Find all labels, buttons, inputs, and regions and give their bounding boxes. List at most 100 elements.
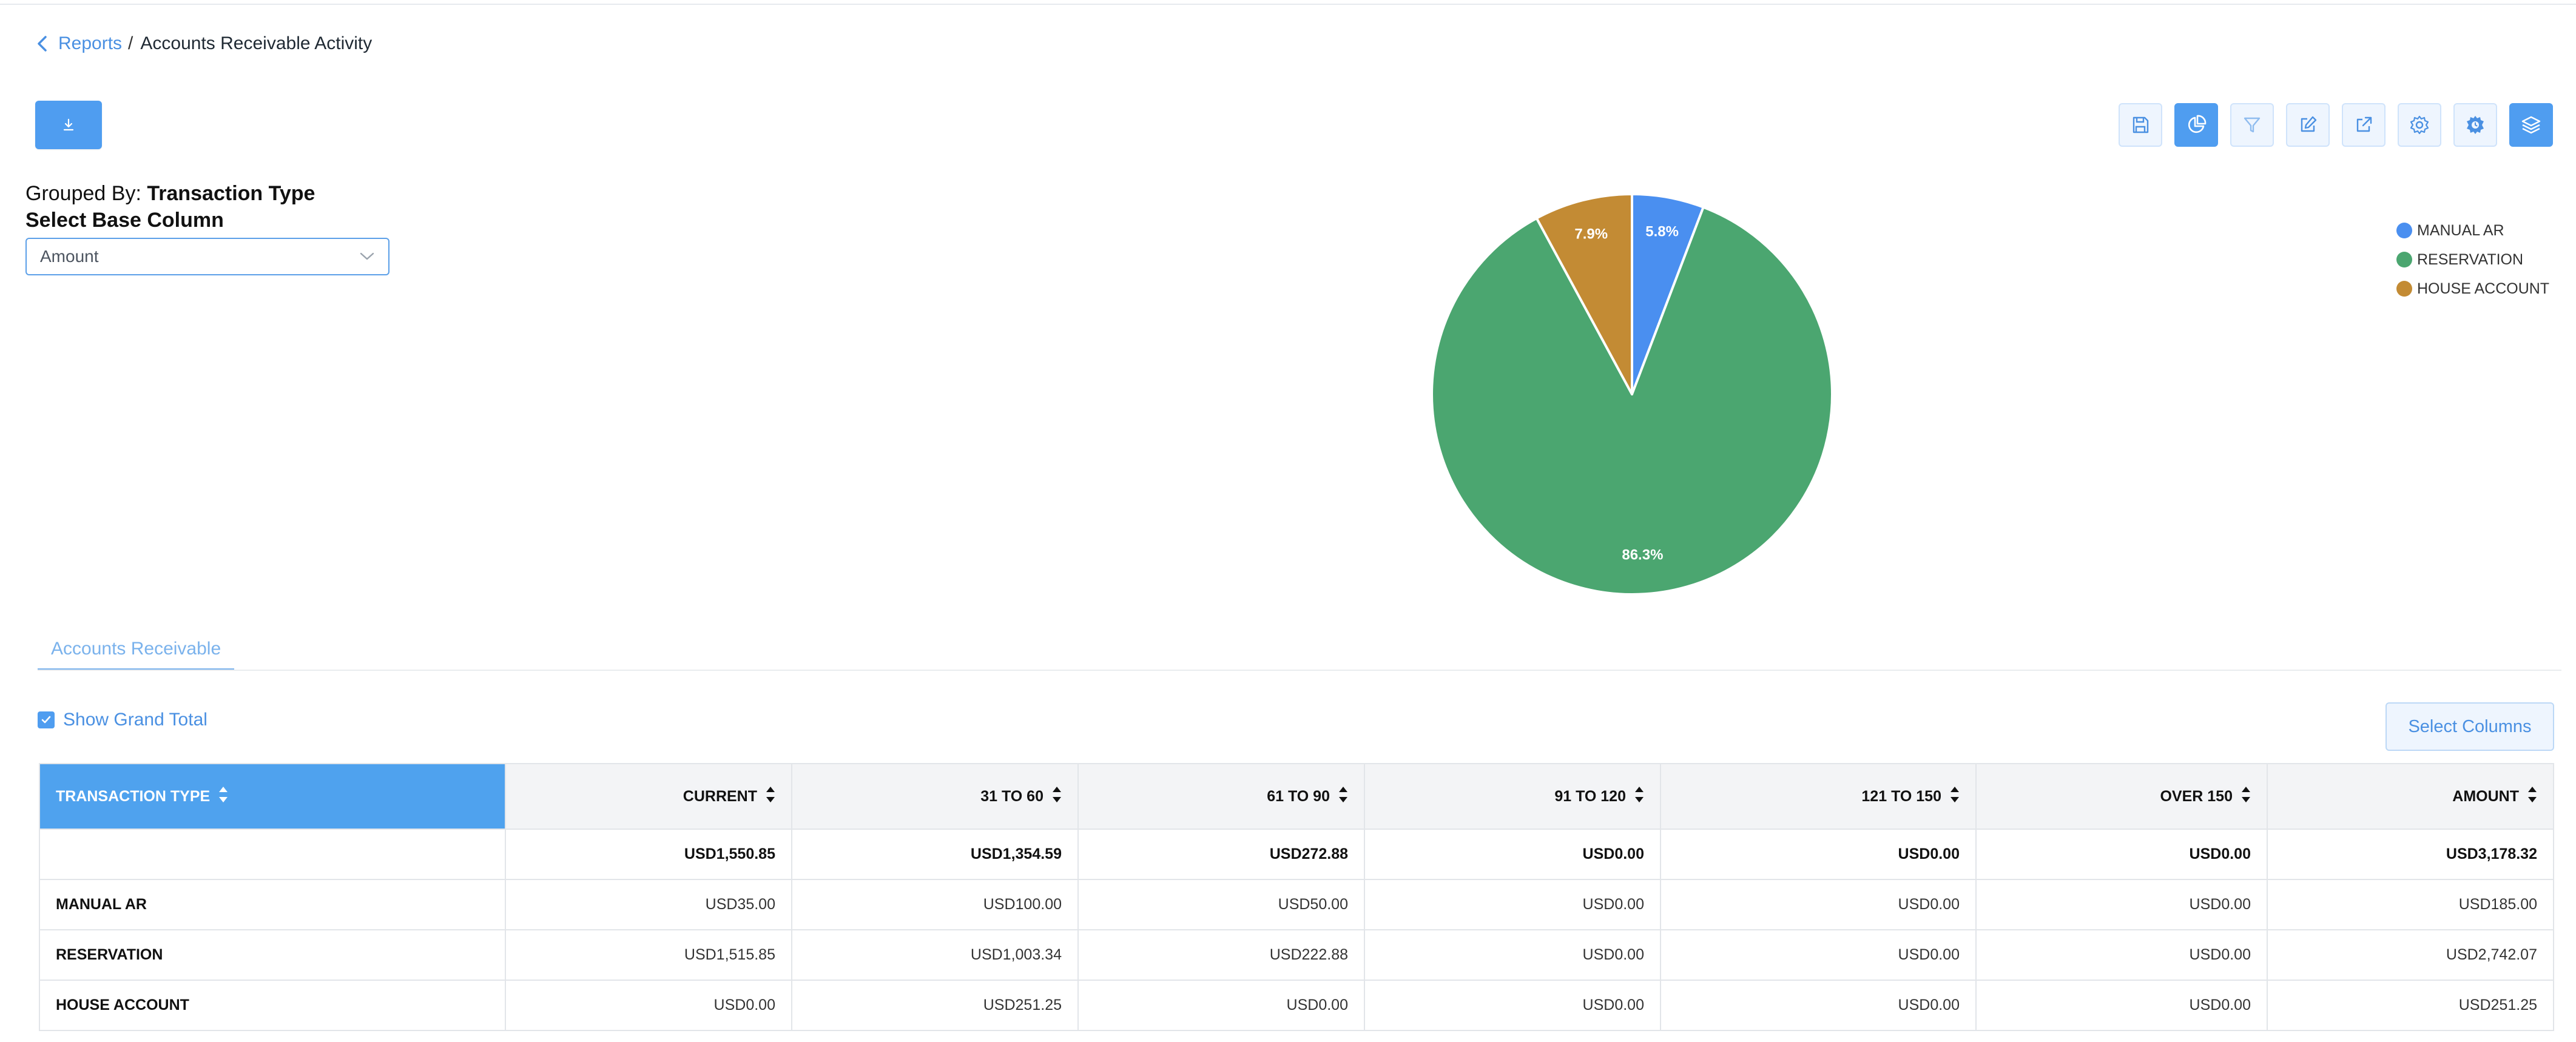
value-cell: USD100.00 [791,879,1079,930]
sort-icon[interactable] [1950,785,1960,808]
value-cell: USD0.00 [1660,829,1977,880]
value-cell: USD1,550.85 [505,829,792,880]
table-row: MANUAL AR USD35.00 USD100.00 USD50.00 USD0.0… [39,879,2554,930]
pie-chart-icon [2188,115,2207,133]
pie-slice-reservation[interactable] [1431,206,1833,596]
sort-icon[interactable] [218,785,228,808]
legend-label: MANUAL AR [2417,221,2504,239]
value-cell: USD0.00 [1660,879,1977,930]
value-cell: USD0.00 [1077,980,1365,1031]
accounts-receivable-table: TRANSACTION TYPE CURRENT 31 TO 60 61 TO 90 9… [39,763,2554,1031]
layers-icon [2521,116,2541,134]
grouped-by-prefix: Grouped By: [25,182,141,205]
pie-chart: 5.8% 86.3% 7.9% [1431,193,1833,596]
sort-icon[interactable] [766,785,775,808]
row-label-cell [39,829,506,880]
column-header-3[interactable]: 61 TO 90 [1077,763,1365,830]
sort-icon[interactable] [2527,785,2537,808]
gear-icon [2410,115,2429,135]
value-cell: USD0.00 [1364,829,1661,880]
filter-button[interactable] [2230,103,2274,147]
show-grand-total-checkbox[interactable]: Show Grand Total [38,710,207,730]
download-button[interactable] [35,101,102,149]
page-title: Accounts Receivable Activity [140,33,373,53]
legend-item[interactable]: HOUSE ACCOUNT [2396,274,2549,303]
value-cell: USD251.25 [791,980,1079,1031]
share-button[interactable] [2342,103,2385,147]
column-header-7[interactable]: AMOUNT [2267,763,2554,830]
legend-label: HOUSE ACCOUNT [2417,280,2550,297]
value-cell: USD222.88 [1077,929,1365,981]
value-cell: USD251.25 [2267,980,2554,1031]
column-header-label: OVER 150 [2160,787,2233,805]
column-header-2[interactable]: 31 TO 60 [791,763,1079,830]
column-header-label: 121 TO 150 [1861,787,1941,805]
pie-slice-label: 86.3% [1622,546,1663,563]
breadcrumb: Reports / Accounts Receivable Activity [33,30,372,57]
sort-icon[interactable] [1338,785,1348,808]
chevron-left-icon[interactable] [33,35,51,53]
legend-swatch [2396,223,2412,238]
table-header-row: TRANSACTION TYPE CURRENT 31 TO 60 61 TO 90 9… [39,763,2554,830]
sort-icon[interactable] [1052,785,1062,808]
schedule-settings-button[interactable] [2453,103,2497,147]
scheduler-gear-icon [2467,116,2484,134]
grouped-by-label: Grouped By: Transaction Type [25,182,315,206]
pie-slice-label: 5.8% [1645,224,1679,240]
tab-divider [38,670,2561,671]
value-cell: USD0.00 [1364,879,1661,930]
save-button[interactable] [2119,103,2162,147]
column-header-4[interactable]: 91 TO 120 [1364,763,1661,830]
breadcrumb-reports-link[interactable]: Reports [58,33,123,53]
base-column-value: Amount [40,247,99,266]
value-cell: USD0.00 [1364,980,1661,1031]
value-cell: USD272.88 [1077,829,1365,880]
chart-view-button[interactable] [2174,103,2218,147]
column-header-label: 31 TO 60 [980,787,1044,805]
show-grand-total-label: Show Grand Total [63,710,207,730]
filter-icon [2244,117,2261,133]
column-header-5[interactable]: 121 TO 150 [1660,763,1977,830]
legend-item[interactable]: MANUAL AR [2396,216,2549,245]
value-cell: USD1,515.85 [505,929,792,981]
column-header-label: AMOUNT [2452,787,2519,805]
column-header-label: TRANSACTION TYPE [56,787,211,805]
column-header-label: 91 TO 120 [1554,787,1626,805]
value-cell: USD35.00 [505,879,792,930]
value-cell: USD185.00 [2267,879,2554,930]
row-label-cell: HOUSE ACCOUNT [39,980,506,1031]
edit-button[interactable] [2286,103,2330,147]
value-cell: USD0.00 [1975,929,2268,981]
chart-legend: MANUAL AR RESERVATION HOUSE ACCOUNT [2396,216,2549,303]
breadcrumb-separator: / [128,33,133,53]
layers-button[interactable] [2509,103,2553,147]
save-icon [2133,116,2149,133]
row-label-cell: RESERVATION [39,929,506,981]
grand-total-row: USD1,550.85 USD1,354.59 USD272.88 USD0.00 US… [39,829,2554,880]
edit-icon [2301,116,2317,132]
select-columns-button[interactable]: Select Columns [2385,702,2554,751]
value-cell: USD1,003.34 [791,929,1079,981]
value-cell: USD0.00 [1364,929,1661,981]
sort-icon[interactable] [1634,785,1644,808]
base-column-select[interactable]: Amount [25,238,389,275]
value-cell: USD2,742.07 [2267,929,2554,981]
pie-slice-label: 7.9% [1574,226,1608,242]
checkbox-checked-icon [38,711,55,728]
tab-accounts-receivable[interactable]: Accounts Receivable [38,630,235,671]
column-header-6[interactable]: OVER 150 [1975,763,2268,830]
sort-icon[interactable] [2241,785,2251,808]
value-cell: USD0.00 [1975,980,2268,1031]
column-header-0[interactable]: TRANSACTION TYPE [39,763,506,830]
legend-label: RESERVATION [2417,250,2524,268]
column-header-1[interactable]: CURRENT [505,763,792,830]
pie-slice-house-account[interactable] [1535,193,1633,395]
settings-button[interactable] [2398,103,2441,147]
external-link-icon [2356,116,2372,132]
table-row: RESERVATION USD1,515.85 USD1,003.34 USD222.… [39,929,2554,981]
grouped-by-value: Transaction Type [147,182,315,205]
value-cell: USD0.00 [1975,829,2268,880]
legend-item[interactable]: RESERVATION [2396,245,2549,274]
column-header-label: CURRENT [683,787,757,805]
row-label-cell: MANUAL AR [39,879,506,930]
